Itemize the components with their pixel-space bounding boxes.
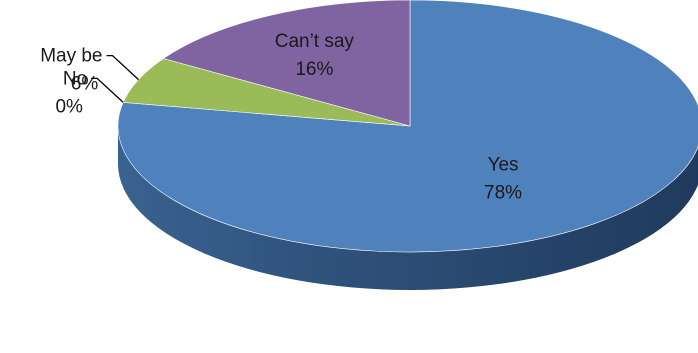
pie-side-layer xyxy=(118,126,698,290)
data-label-yes: Yes xyxy=(488,155,519,176)
data-value-no: 0% xyxy=(55,96,83,117)
leader-line-may-be xyxy=(106,54,139,81)
data-value-may-be: 6% xyxy=(71,74,99,95)
leader-lines xyxy=(91,54,139,103)
pie-side-yes xyxy=(118,126,698,290)
pie-top-layer xyxy=(117,0,698,253)
data-value-can-t-say: 16% xyxy=(295,59,333,80)
leader-line-no xyxy=(91,77,124,103)
data-label-can-t-say: Can’t say xyxy=(275,31,355,52)
data-label-may-be: May be xyxy=(40,46,102,67)
data-labels: Yes 78% No 0% May be 6% Can’t say 16% xyxy=(40,31,522,204)
pie-slice-can-t-say xyxy=(162,0,411,127)
data-value-yes: 78% xyxy=(484,183,522,204)
data-label-no: No xyxy=(63,68,87,89)
